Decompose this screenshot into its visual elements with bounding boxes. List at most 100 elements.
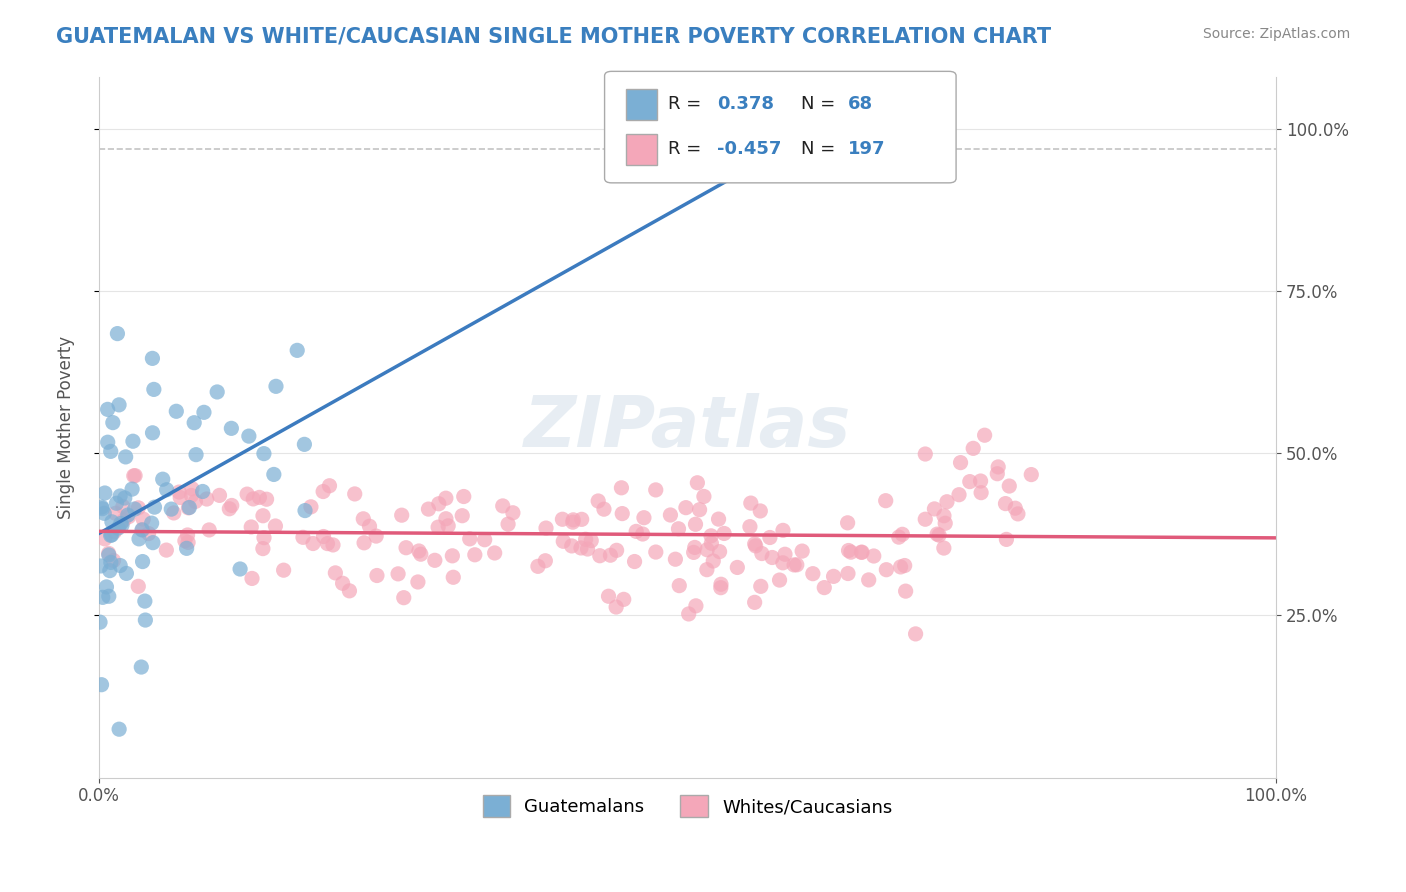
Point	[598, 589, 620, 603]
Point	[441, 549, 464, 563]
Point	[94, 486, 117, 500]
Point	[238, 429, 260, 443]
Point	[97, 402, 120, 417]
Point	[121, 482, 143, 496]
Point	[644, 545, 666, 559]
Point	[887, 530, 910, 544]
Text: R =: R =	[668, 95, 702, 113]
Point	[236, 487, 259, 501]
Point	[1004, 501, 1026, 516]
Point	[962, 442, 984, 456]
Point	[110, 516, 132, 531]
Point	[801, 566, 824, 581]
Point	[418, 502, 440, 516]
Point	[142, 383, 165, 397]
Point	[948, 488, 970, 502]
Point	[141, 425, 163, 440]
Point	[97, 435, 120, 450]
Point	[108, 398, 131, 412]
Point	[408, 544, 430, 558]
Point	[208, 488, 231, 502]
Point	[177, 500, 200, 515]
Point	[581, 533, 603, 548]
Point	[551, 512, 574, 526]
Text: 197: 197	[848, 140, 886, 158]
Point	[986, 467, 1008, 481]
Point	[682, 545, 704, 559]
Point	[707, 512, 730, 526]
Point	[959, 475, 981, 489]
Point	[725, 560, 748, 574]
Point	[181, 482, 204, 496]
Point	[142, 535, 165, 549]
Point	[434, 491, 457, 506]
Point	[218, 501, 240, 516]
Point	[143, 500, 166, 515]
Point	[561, 539, 583, 553]
Point	[710, 581, 733, 595]
Point	[890, 560, 912, 574]
Point	[700, 536, 723, 550]
Point	[932, 508, 955, 523]
Point	[562, 513, 585, 527]
Point	[928, 528, 950, 542]
Point	[786, 558, 808, 572]
Point	[160, 502, 183, 516]
Point	[163, 506, 186, 520]
Point	[934, 516, 956, 531]
Point	[263, 467, 285, 482]
Point	[240, 571, 263, 585]
Point	[575, 533, 598, 547]
Point	[242, 491, 264, 506]
Point	[668, 522, 690, 536]
Point	[122, 468, 145, 483]
Point	[176, 528, 198, 542]
Point	[759, 531, 782, 545]
Point	[894, 584, 917, 599]
Point	[198, 523, 221, 537]
Point	[875, 563, 897, 577]
Point	[612, 507, 634, 521]
Point	[156, 483, 179, 497]
Point	[221, 499, 243, 513]
Point	[891, 527, 914, 541]
Point	[179, 500, 201, 515]
Point	[141, 351, 163, 366]
Point	[994, 497, 1017, 511]
Point	[252, 541, 274, 556]
Point	[108, 558, 131, 573]
Point	[103, 524, 125, 539]
Point	[131, 555, 153, 569]
Text: Source: ZipAtlas.com: Source: ZipAtlas.com	[1202, 27, 1350, 41]
Point	[702, 554, 724, 568]
Point	[252, 508, 274, 523]
Point	[325, 566, 347, 580]
Point	[343, 487, 366, 501]
Point	[352, 512, 374, 526]
Point	[689, 502, 711, 516]
Point	[184, 448, 207, 462]
Point	[553, 534, 575, 549]
Point	[264, 519, 287, 533]
Point	[152, 472, 174, 486]
Point	[744, 595, 766, 609]
Point	[678, 607, 700, 621]
Text: -0.457: -0.457	[717, 140, 782, 158]
Point	[174, 533, 197, 548]
Point	[740, 496, 762, 510]
Point	[127, 579, 149, 593]
Point	[100, 444, 122, 458]
Point	[115, 566, 138, 581]
Point	[949, 456, 972, 470]
Point	[675, 500, 697, 515]
Point	[823, 569, 845, 583]
Point	[561, 515, 583, 529]
Point	[101, 416, 124, 430]
Point	[312, 484, 335, 499]
Point	[749, 504, 772, 518]
Point	[744, 537, 766, 551]
Point	[100, 528, 122, 542]
Point	[131, 523, 153, 537]
Point	[409, 547, 432, 561]
Point	[644, 483, 666, 497]
